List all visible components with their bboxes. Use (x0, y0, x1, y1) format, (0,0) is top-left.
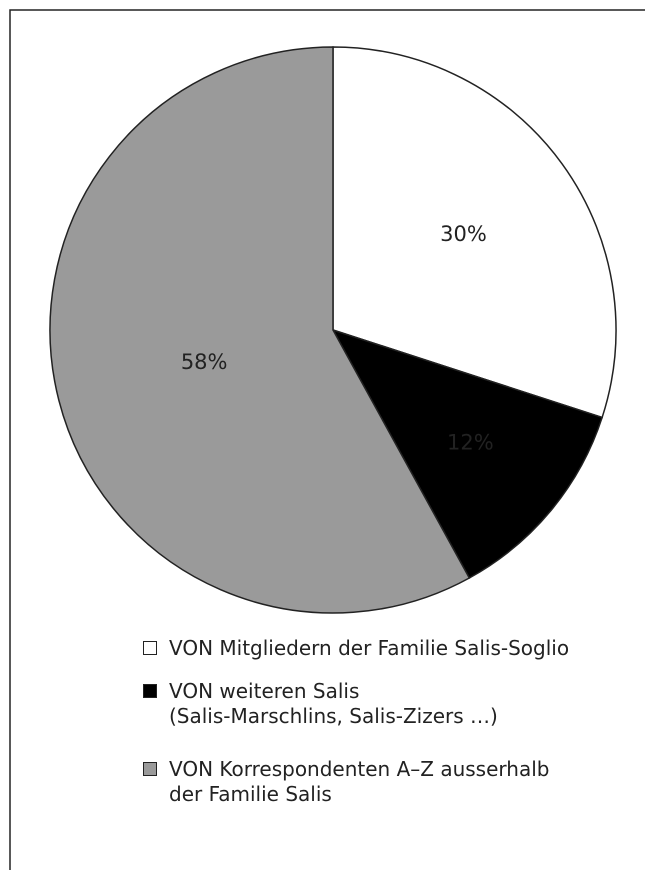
legend-swatch (143, 641, 157, 655)
legend-label: VON Mitgliedern der Familie Salis-Soglio (169, 636, 570, 660)
legend-label: VON weiteren Salis (Salis-Marschlins, Sa… (169, 679, 498, 728)
legend-item: VON Mitgliedern der Familie Salis-Soglio (143, 636, 569, 661)
legend-item: VON Korrespondenten A–Z ausserhalb der F… (143, 757, 549, 807)
legend-swatch (143, 684, 157, 698)
pie-slice (332, 46, 617, 419)
pie-slice (331, 328, 604, 580)
legend-label: VON Korrespondenten A–Z ausserhalb der F… (169, 757, 550, 806)
frame (9, 9, 645, 870)
slice-label: 58% (181, 350, 228, 374)
legend-swatch (143, 762, 157, 776)
legend-item: VON weiteren Salis (Salis-Marschlins, Sa… (143, 679, 498, 729)
pie-slice (49, 46, 471, 614)
slice-label: 12% (447, 431, 494, 455)
slice-label: 30% (440, 222, 487, 246)
